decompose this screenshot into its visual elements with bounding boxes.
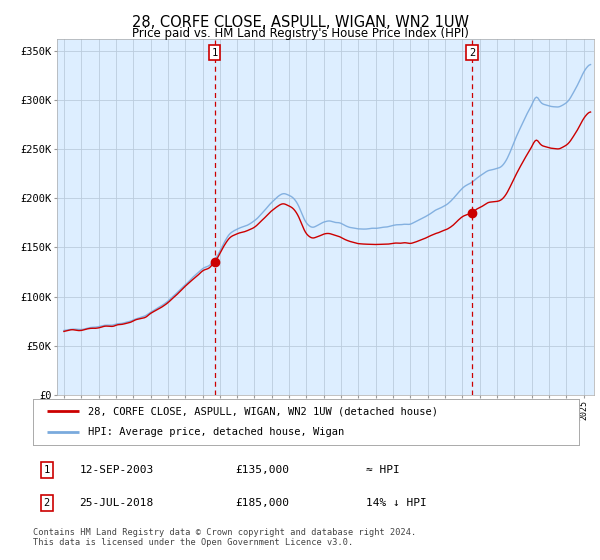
Text: HPI: Average price, detached house, Wigan: HPI: Average price, detached house, Wiga… — [88, 427, 344, 437]
Text: £185,000: £185,000 — [235, 498, 289, 508]
Text: 25-JUL-2018: 25-JUL-2018 — [79, 498, 154, 508]
Text: £135,000: £135,000 — [235, 465, 289, 475]
Text: 12-SEP-2003: 12-SEP-2003 — [79, 465, 154, 475]
Text: ≈ HPI: ≈ HPI — [366, 465, 400, 475]
Text: 14% ↓ HPI: 14% ↓ HPI — [366, 498, 427, 508]
Text: 28, CORFE CLOSE, ASPULL, WIGAN, WN2 1UW: 28, CORFE CLOSE, ASPULL, WIGAN, WN2 1UW — [131, 15, 469, 30]
Text: 1: 1 — [212, 48, 218, 58]
Text: Contains HM Land Registry data © Crown copyright and database right 2024.
This d: Contains HM Land Registry data © Crown c… — [33, 528, 416, 547]
Text: Price paid vs. HM Land Registry's House Price Index (HPI): Price paid vs. HM Land Registry's House … — [131, 27, 469, 40]
Text: 2: 2 — [469, 48, 475, 58]
Text: 1: 1 — [44, 465, 50, 475]
Text: 28, CORFE CLOSE, ASPULL, WIGAN, WN2 1UW (detached house): 28, CORFE CLOSE, ASPULL, WIGAN, WN2 1UW … — [88, 406, 437, 416]
Text: 2: 2 — [44, 498, 50, 508]
